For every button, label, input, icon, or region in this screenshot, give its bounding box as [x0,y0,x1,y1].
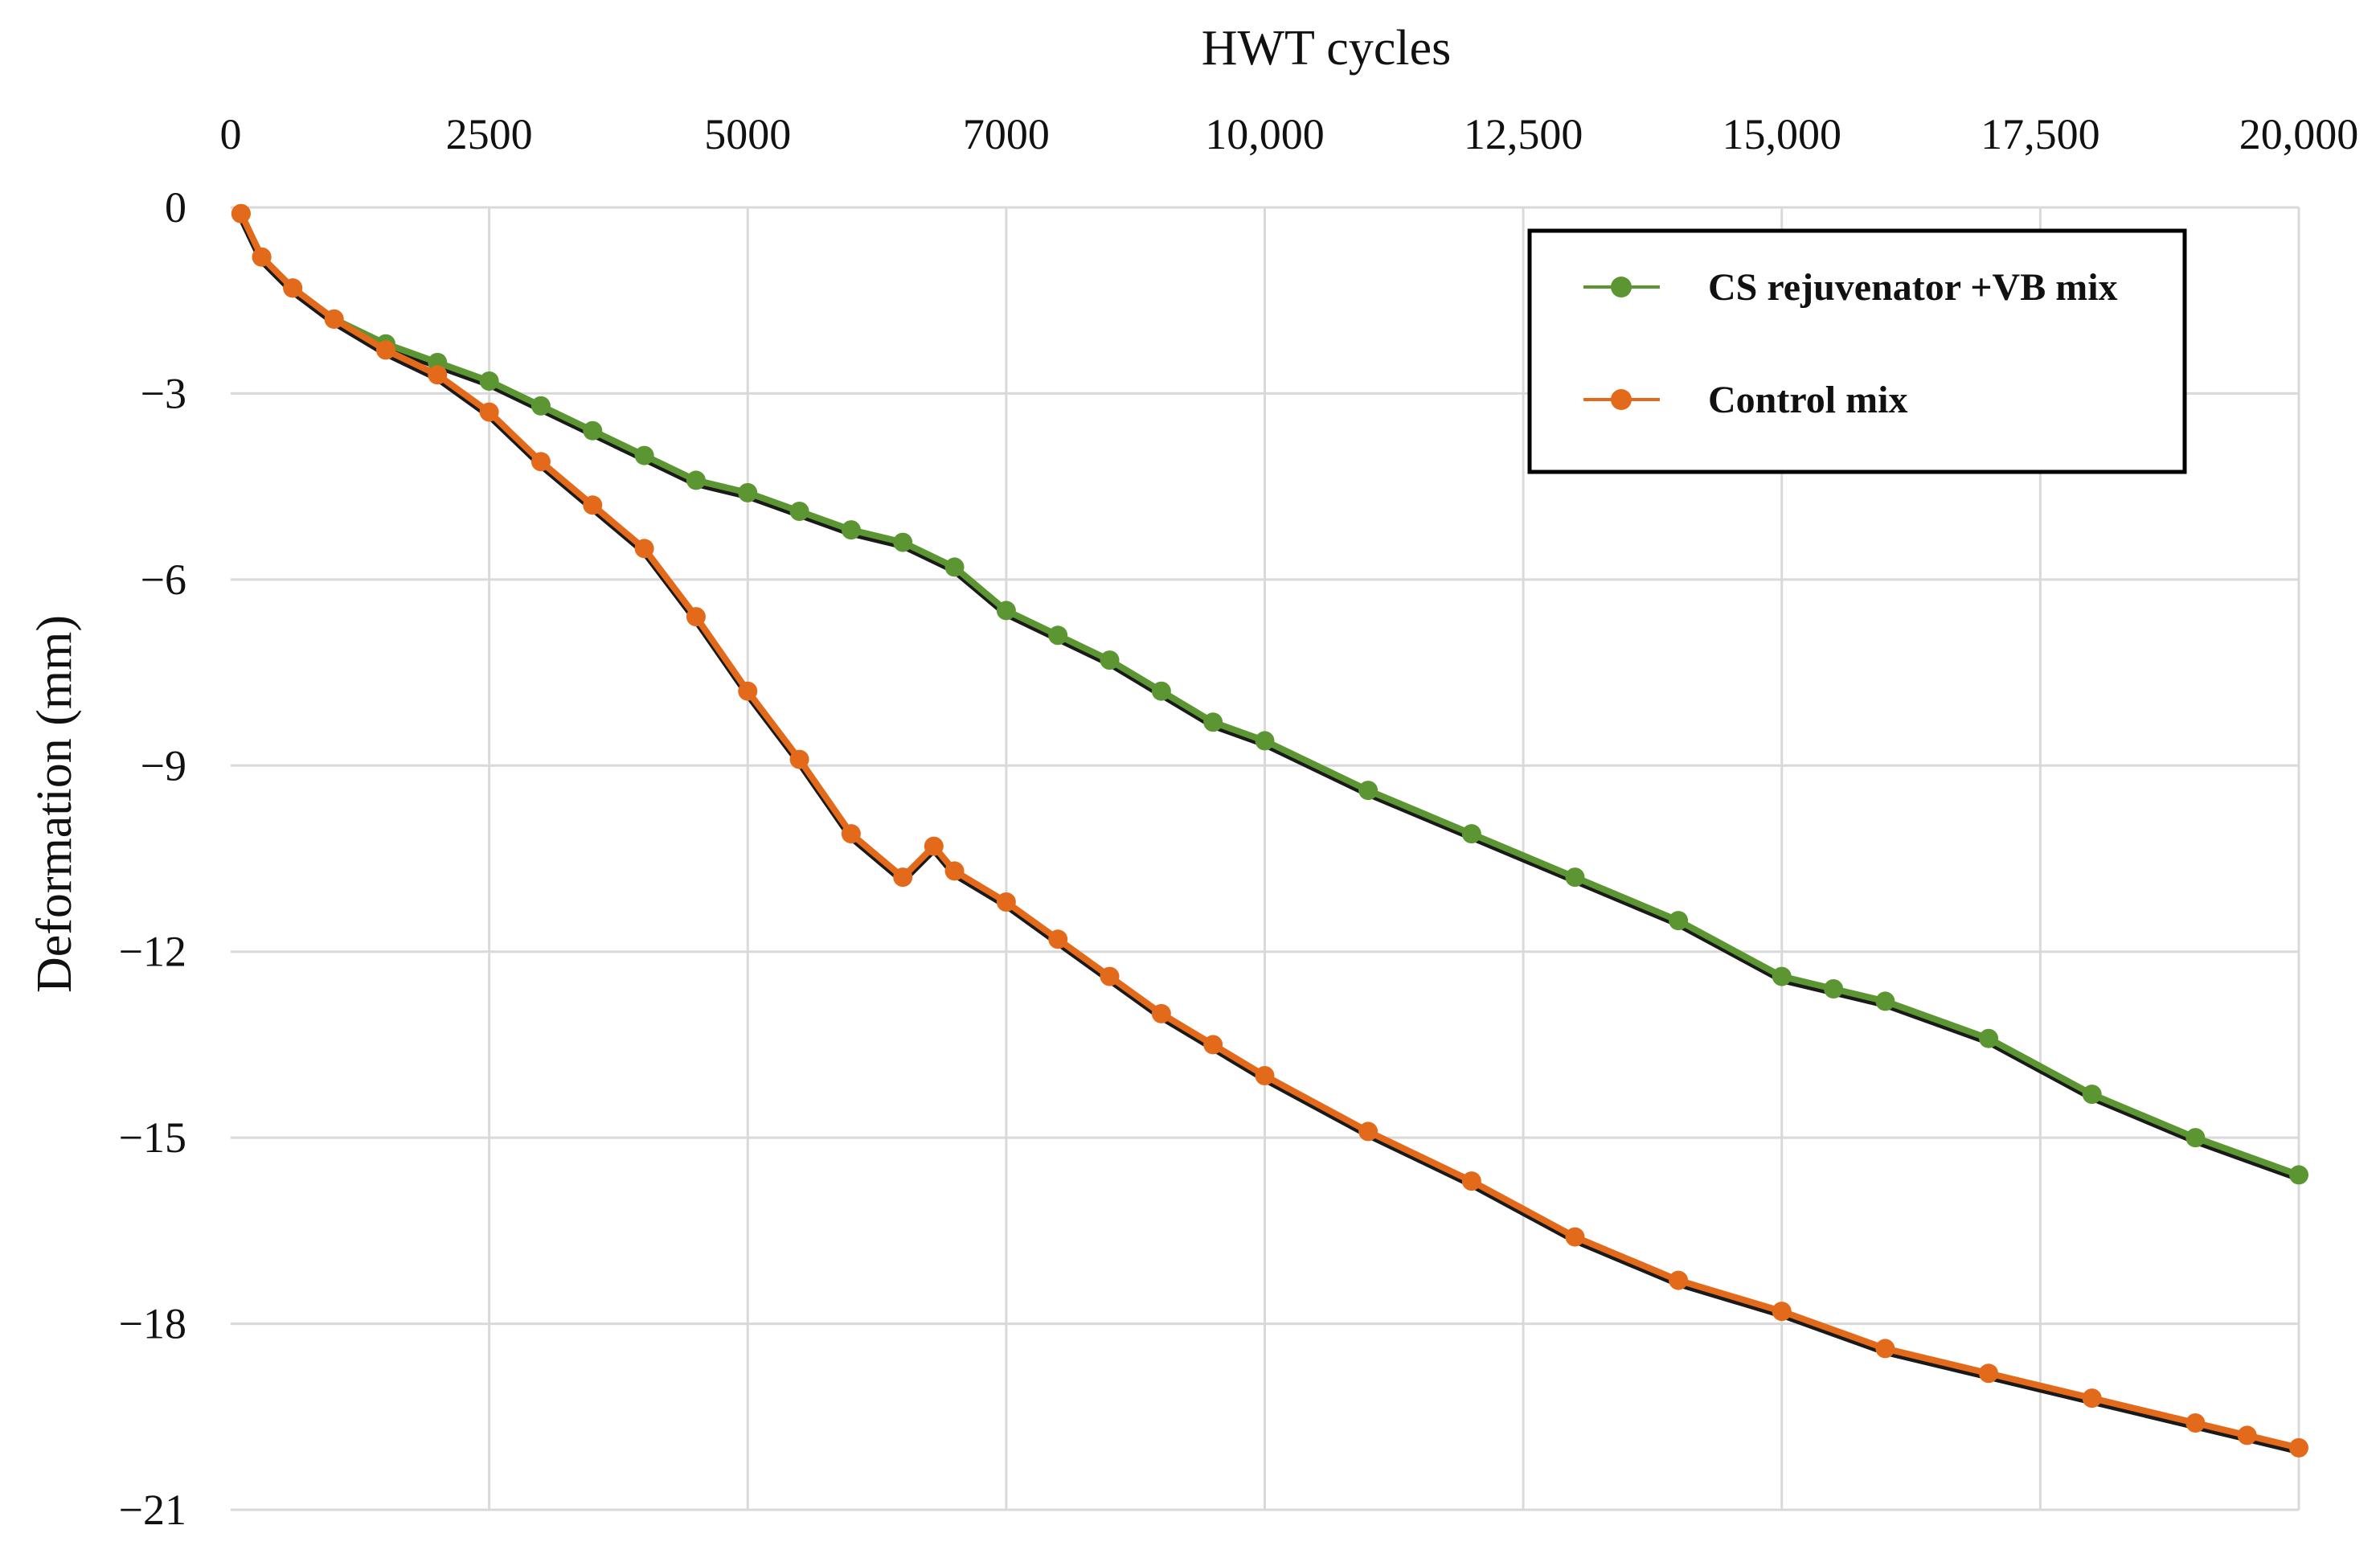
data-point-cs-rejuvenator [789,502,809,521]
data-point-control [1151,1003,1171,1023]
data-point-cs-rejuvenator [1875,991,1895,1011]
y-tick-label: −9 [141,741,186,789]
x-tick-label: 12,500 [1464,110,1583,158]
data-point-control [1772,1302,1792,1322]
legend-label-cs-rejuvenator: CS rejuvenator +VB mix [1708,266,2118,309]
y-tick-label: −18 [119,1300,186,1348]
y-tick-label: −6 [141,556,186,604]
data-point-control [1100,966,1120,986]
data-point-control [583,495,603,515]
data-point-control [1203,1035,1223,1055]
x-tick-label: 20,000 [2239,110,2359,158]
data-point-cs-rejuvenator [1824,979,1844,998]
x-tick-label: 5000 [704,110,791,158]
x-tick-label: 7000 [963,110,1050,158]
data-point-control [530,452,551,472]
data-point-control [893,867,913,888]
data-point-control [252,247,272,267]
data-point-cs-rejuvenator [1100,650,1120,670]
data-point-control [1461,1171,1481,1191]
x-axis-title: HWT cycles [1202,21,1451,76]
data-point-control [375,340,395,360]
x-tick-label: 2500 [446,110,533,158]
data-point-control [283,278,303,298]
data-point-control [2082,1388,2102,1409]
x-tick-label: 17,500 [1981,110,2100,158]
data-point-control [996,892,1016,912]
legend-label-control: Control mix [1708,379,1907,421]
data-point-control [944,861,965,881]
data-point-control [1255,1066,1275,1085]
x-tick-label: 0 [220,110,242,158]
data-point-cs-rejuvenator [634,445,654,465]
data-point-control [1048,929,1068,949]
data-point-control [1565,1227,1585,1247]
data-point-control [841,824,861,844]
legend-marker-control [1611,389,1632,410]
x-axis-ticks: 0 2500 5000 7000 10,000 12,500 15,000 17,500 20,… [220,110,2359,158]
data-point-cs-rejuvenator [2289,1165,2308,1185]
data-point-cs-rejuvenator [893,532,913,552]
data-point-control [2237,1425,2257,1445]
series-control [231,203,2308,1458]
legend-box [1527,228,2187,474]
data-point-control [2185,1413,2206,1433]
data-point-control [789,749,809,769]
data-point-cs-rejuvenator [2082,1085,2102,1105]
series-group [231,203,2308,1458]
y-tick-label: −12 [119,928,186,976]
data-point-control [1358,1121,1378,1142]
data-point-cs-rejuvenator [944,557,965,577]
data-point-control [1669,1270,1689,1290]
data-point-cs-rejuvenator [479,371,499,391]
data-point-cs-rejuvenator [1255,731,1275,751]
data-point-cs-rejuvenator [530,396,551,416]
data-point-control [924,836,944,856]
y-axis-title: Deformation (mm) [27,615,82,993]
data-point-cs-rejuvenator [1203,712,1223,732]
data-point-cs-rejuvenator [738,482,758,502]
data-point-control [1979,1363,1999,1384]
legend-marker-cs-rejuvenator [1611,277,1632,297]
data-point-cs-rejuvenator [1979,1028,1999,1048]
data-point-cs-rejuvenator [1772,966,1792,986]
y-tick-label: −21 [119,1486,186,1534]
data-point-control [1875,1339,1895,1359]
data-point-control [738,681,758,701]
data-point-cs-rejuvenator [1565,867,1585,888]
data-point-cs-rejuvenator [1461,824,1481,844]
data-point-cs-rejuvenator [1358,781,1378,801]
x-tick-label: 10,000 [1205,110,1325,158]
data-point-control [428,365,448,385]
data-point-control [324,309,344,329]
y-tick-label: −3 [141,369,186,417]
data-point-cs-rejuvenator [841,520,861,540]
legend: CS rejuvenator +VB mix Control mix [1527,228,2187,474]
y-tick-label: 0 [165,183,186,232]
data-point-cs-rejuvenator [686,470,706,490]
data-point-control [479,402,499,422]
y-tick-label: −15 [119,1113,186,1162]
data-point-cs-rejuvenator [996,601,1016,621]
data-point-cs-rejuvenator [583,420,603,441]
data-point-control [686,607,706,627]
data-point-cs-rejuvenator [2185,1128,2206,1148]
data-point-control [634,539,654,559]
data-point-control [231,203,251,223]
series-line-control [238,211,2300,1451]
data-point-cs-rejuvenator [1151,681,1171,701]
y-axis-ticks: 0 −3 −6 −9 −12 −15 −18 −21 [119,183,186,1534]
data-point-cs-rejuvenator [1669,911,1689,931]
x-tick-label: 15,000 [1723,110,1842,158]
data-point-cs-rejuvenator [1048,625,1068,646]
data-point-control [2289,1437,2308,1458]
